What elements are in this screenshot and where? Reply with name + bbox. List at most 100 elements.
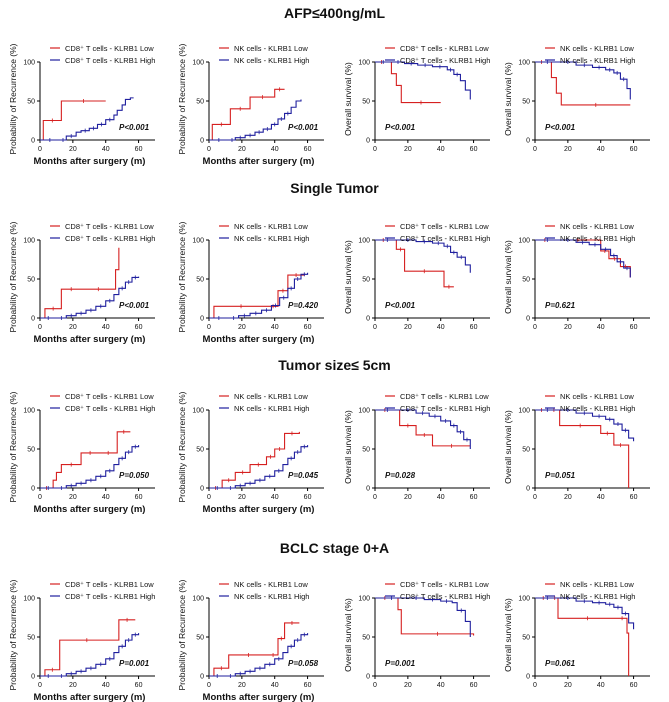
x-tick-label: 40: [102, 494, 110, 501]
x-tick-label: 0: [373, 494, 377, 501]
x-tick-label: 60: [630, 682, 638, 689]
series-line-low: [209, 431, 300, 489]
series-line-low: [40, 619, 136, 677]
series-line-low: [40, 100, 106, 141]
x-tick-label: 60: [630, 146, 638, 153]
x-tick-label: 40: [597, 146, 605, 153]
x-tick-label: 60: [135, 494, 143, 501]
legend-label-low: NK cells - KLRB1 Low: [560, 222, 634, 231]
x-tick-label: 0: [373, 324, 377, 331]
chart-panel-2-1: 0 20 40 60 0 50 100 Months after surgery (m) Pro…: [177, 391, 324, 515]
x-tick-label: 40: [271, 146, 279, 153]
x-tick-label: 40: [597, 682, 605, 689]
y-tick-label: 50: [196, 277, 204, 284]
y-axis-label: Overall survival (%): [503, 598, 513, 672]
y-tick-label: 50: [196, 635, 204, 642]
p-value: P=0.061: [545, 659, 576, 668]
chart-panel-3-0: 0 20 40 60 0 50 100 Months after surgery (m) Pro…: [8, 579, 155, 702]
y-axis-label: Probability of Recurrence (%): [177, 221, 187, 332]
x-tick-label: 20: [404, 324, 412, 331]
y-tick-label: 50: [27, 99, 35, 106]
series-line-high: [375, 409, 471, 449]
legend-label-high: CD8⁺ T cells - KLRB1 High: [65, 56, 155, 65]
x-axis-label: Months after surgery (m): [34, 334, 146, 345]
y-tick-label: 50: [522, 447, 530, 454]
x-tick-label: 0: [38, 146, 42, 153]
x-tick-label: 20: [238, 324, 246, 331]
p-value: P<0.001: [288, 123, 319, 132]
y-tick-label: 0: [31, 486, 35, 493]
series-line-high: [375, 239, 471, 273]
x-tick-label: 20: [69, 682, 77, 689]
y-tick-label: 50: [362, 99, 370, 106]
x-tick-label: 0: [207, 324, 211, 331]
x-tick-label: 60: [470, 324, 478, 331]
y-tick-label: 50: [27, 277, 35, 284]
y-tick-label: 50: [196, 447, 204, 454]
x-axis-label: Months after surgery (m): [203, 504, 315, 515]
y-tick-label: 100: [192, 238, 204, 245]
y-tick-label: 100: [23, 596, 35, 603]
legend-label-low: CD8⁺ T cells - KLRB1 Low: [65, 580, 154, 589]
legend-label-low: CD8⁺ T cells - KLRB1 Low: [65, 392, 154, 401]
p-value: P<0.001: [385, 123, 416, 132]
series-line-low: [40, 247, 120, 319]
y-tick-label: 100: [23, 238, 35, 245]
x-axis-label: Months after surgery (m): [34, 156, 146, 167]
x-tick-label: 60: [304, 682, 312, 689]
series-line-low: [375, 61, 441, 104]
legend-label-low: CD8⁺ T cells - KLRB1 Low: [65, 44, 154, 53]
y-tick-label: 50: [362, 277, 370, 284]
series-line-low: [535, 61, 631, 106]
x-tick-label: 60: [304, 146, 312, 153]
p-value: P=0.050: [119, 471, 150, 480]
series-line-high: [40, 445, 140, 489]
row-title-bclc: BCLC stage 0+A: [279, 540, 390, 556]
x-tick-label: 60: [135, 324, 143, 331]
x-tick-label: 60: [304, 494, 312, 501]
legend-label-low: NK cells - KLRB1 Low: [234, 580, 308, 589]
y-tick-label: 50: [27, 635, 35, 642]
y-tick-label: 100: [518, 60, 530, 67]
x-tick-label: 20: [69, 494, 77, 501]
x-tick-label: 60: [630, 324, 638, 331]
y-axis-label: Probability of Recurrence (%): [177, 579, 187, 690]
x-tick-label: 20: [564, 146, 572, 153]
chart-panel-2-3: 0 20 40 60 0 50 100 Overall survival (%) NK cell…: [503, 392, 650, 501]
x-tick-label: 20: [404, 494, 412, 501]
x-tick-label: 20: [69, 146, 77, 153]
legend-label-low: NK cells - KLRB1 Low: [560, 580, 634, 589]
legend-label-high: NK cells - KLRB1 High: [560, 404, 635, 413]
p-value: P<0.001: [119, 123, 150, 132]
x-tick-label: 40: [271, 324, 279, 331]
y-tick-label: 100: [358, 408, 370, 415]
x-tick-label: 0: [533, 494, 537, 501]
y-tick-label: 100: [192, 408, 204, 415]
y-axis-label: Probability of Recurrence (%): [8, 391, 18, 502]
y-tick-label: 100: [358, 60, 370, 67]
x-tick-label: 40: [437, 146, 445, 153]
y-axis-label: Probability of Recurrence (%): [177, 391, 187, 502]
y-axis-label: Overall survival (%): [503, 62, 513, 136]
legend-label-high: CD8⁺ T cells - KLRB1 High: [400, 592, 490, 601]
x-tick-label: 40: [102, 324, 110, 331]
legend-label-high: NK cells - KLRB1 High: [234, 592, 309, 601]
x-tick-label: 0: [533, 146, 537, 153]
series-line-low: [375, 597, 475, 636]
y-axis-label: Probability of Recurrence (%): [8, 43, 18, 154]
y-axis-label: Overall survival (%): [343, 62, 353, 136]
y-tick-label: 100: [192, 60, 204, 67]
x-tick-label: 20: [238, 682, 246, 689]
series-line-low: [209, 622, 300, 677]
x-axis-label: Months after surgery (m): [34, 692, 146, 702]
series-line-low: [40, 431, 131, 489]
x-tick-label: 40: [102, 682, 110, 689]
y-tick-label: 0: [526, 316, 530, 323]
legend-label-high: NK cells - KLRB1 High: [560, 592, 635, 601]
y-axis-label: Overall survival (%): [343, 410, 353, 484]
p-value: P<0.001: [385, 301, 416, 310]
x-tick-label: 20: [238, 146, 246, 153]
chart-panel-0-0: 0 20 40 60 0 50 100 Months after surgery (m) Pro…: [8, 43, 155, 167]
x-tick-label: 0: [533, 682, 537, 689]
